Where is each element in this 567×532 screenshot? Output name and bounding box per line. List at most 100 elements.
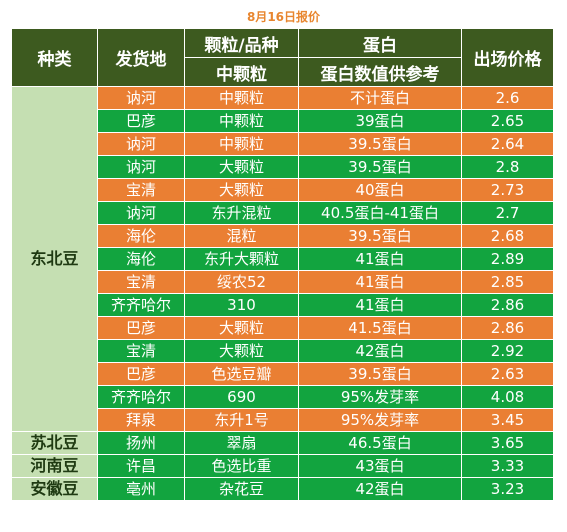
price-cell: 2.73 — [461, 178, 554, 202]
origin-cell: 海伦 — [97, 224, 185, 248]
grain-cell: 大颗粒 — [184, 155, 299, 179]
grain-cell: 东升1号 — [184, 408, 299, 432]
page-caption: 8月16日报价 — [246, 10, 321, 24]
table-row: 拜泉 东升1号 95%发芽率 3.45 — [12, 408, 554, 432]
protein-cell: 41蛋白 — [298, 247, 462, 271]
header-price: 出场价格 — [461, 28, 554, 87]
grain-cell: 混粒 — [184, 224, 299, 248]
price-cell: 3.23 — [461, 477, 554, 501]
protein-cell: 39.5蛋白 — [298, 362, 462, 386]
origin-cell: 宝清 — [97, 339, 185, 363]
origin-cell: 讷河 — [97, 201, 185, 225]
protein-cell: 40.5蛋白-41蛋白 — [298, 201, 462, 225]
header-protein-top: 蛋白 — [298, 28, 462, 58]
price-cell: 2.65 — [461, 109, 554, 133]
protein-cell: 95%发芽率 — [298, 408, 462, 432]
origin-cell: 讷河 — [97, 155, 185, 179]
price-cell: 3.45 — [461, 408, 554, 432]
origin-cell: 巴彦 — [97, 109, 185, 133]
protein-cell: 95%发芽率 — [298, 385, 462, 409]
grain-cell: 310 — [184, 293, 299, 317]
origin-cell: 齐齐哈尔 — [97, 385, 185, 409]
price-cell: 2.86 — [461, 316, 554, 340]
table-body: 东北豆 讷河 中颗粒 不计蛋白 2.6 巴彦 中颗粒 39蛋白 2.65 讷河 中颗粒 39.5蛋白 2… — [11, 86, 554, 501]
price-cell: 2.68 — [461, 224, 554, 248]
origin-cell: 讷河 — [97, 132, 185, 156]
table-row: 苏北豆 扬州 翠扇 46.5蛋白 3.65 — [11, 431, 554, 455]
header-grain-top: 颗粒/品种 — [184, 28, 299, 58]
protein-cell: 41蛋白 — [298, 293, 462, 317]
origin-cell: 海伦 — [97, 247, 185, 271]
table-row: 东北豆 讷河 中颗粒 不计蛋白 2.6 — [11, 86, 554, 432]
table-row: 巴彦 大颗粒 41.5蛋白 2.86 — [12, 316, 554, 340]
protein-cell: 39.5蛋白 — [298, 155, 462, 179]
category-cell: 苏北豆 — [11, 431, 98, 455]
price-cell: 2.89 — [461, 247, 554, 271]
origin-cell: 巴彦 — [97, 362, 185, 386]
grain-cell: 大颗粒 — [184, 339, 299, 363]
table-row: 宝清 绥农52 41蛋白 2.85 — [12, 270, 554, 294]
header-category: 种类 — [11, 28, 98, 87]
protein-cell: 39.5蛋白 — [298, 224, 462, 248]
protein-cell: 不计蛋白 — [298, 86, 462, 110]
grain-cell: 东升大颗粒 — [184, 247, 299, 271]
grain-cell: 杂花豆 — [184, 477, 299, 501]
price-cell: 2.7 — [461, 201, 554, 225]
header-protein-bottom: 蛋白数值供参考 — [298, 57, 462, 87]
origin-cell: 许昌 — [97, 454, 185, 478]
grain-cell: 大颗粒 — [184, 178, 299, 202]
grain-cell: 中颗粒 — [184, 109, 299, 133]
protein-cell: 39蛋白 — [298, 109, 462, 133]
grain-cell: 绥农52 — [184, 270, 299, 294]
origin-cell: 扬州 — [97, 431, 185, 455]
table-row: 巴彦 色选豆瓣 39.5蛋白 2.63 — [12, 362, 554, 386]
protein-cell: 43蛋白 — [298, 454, 462, 478]
table-header: 种类 发货地 颗粒/品种 蛋白 出场价格 中颗粒 蛋白数值供参考 — [11, 28, 554, 87]
table-row: 海伦 东升大颗粒 41蛋白 2.89 — [12, 247, 554, 271]
price-table: 种类 发货地 颗粒/品种 蛋白 出场价格 中颗粒 蛋白数值供参考 东北豆 讷河 中颗… — [11, 28, 554, 501]
protein-cell: 42蛋白 — [298, 339, 462, 363]
category-cell: 安徽豆 — [11, 477, 98, 501]
origin-cell: 亳州 — [97, 477, 185, 501]
grain-cell: 中颗粒 — [184, 132, 299, 156]
protein-cell: 41.5蛋白 — [298, 316, 462, 340]
origin-cell: 宝清 — [97, 178, 185, 202]
grain-cell: 中颗粒 — [184, 86, 299, 110]
grain-cell: 690 — [184, 385, 299, 409]
table-row: 讷河 大颗粒 39.5蛋白 2.8 — [12, 155, 554, 179]
protein-cell: 42蛋白 — [298, 477, 462, 501]
category-cell: 东北豆 — [11, 86, 98, 432]
table-row: 海伦 混粒 39.5蛋白 2.68 — [12, 224, 554, 248]
origin-cell: 齐齐哈尔 — [97, 293, 185, 317]
protein-cell: 46.5蛋白 — [298, 431, 462, 455]
grain-cell: 色选比重 — [184, 454, 299, 478]
price-cell: 2.85 — [461, 270, 554, 294]
protein-cell: 39.5蛋白 — [298, 132, 462, 156]
price-cell: 3.33 — [461, 454, 554, 478]
origin-cell: 宝清 — [97, 270, 185, 294]
table-row: 宝清 大颗粒 40蛋白 2.73 — [12, 178, 554, 202]
price-cell: 2.6 — [461, 86, 554, 110]
header-origin: 发货地 — [97, 28, 185, 87]
origin-cell: 拜泉 — [97, 408, 185, 432]
table-row: 齐齐哈尔 690 95%发芽率 4.08 — [12, 385, 554, 409]
grain-cell: 东升混粒 — [184, 201, 299, 225]
origin-cell: 巴彦 — [97, 316, 185, 340]
grain-cell: 翠扇 — [184, 431, 299, 455]
price-cell: 2.64 — [461, 132, 554, 156]
table-row: 巴彦 中颗粒 39蛋白 2.65 — [12, 109, 554, 133]
table-row: 宝清 大颗粒 42蛋白 2.92 — [12, 339, 554, 363]
price-cell: 2.92 — [461, 339, 554, 363]
grain-cell: 色选豆瓣 — [184, 362, 299, 386]
protein-cell: 41蛋白 — [298, 270, 462, 294]
category-cell: 河南豆 — [11, 454, 98, 478]
price-cell: 2.86 — [461, 293, 554, 317]
price-cell: 3.65 — [461, 431, 554, 455]
price-cell: 2.8 — [461, 155, 554, 179]
table-row: 讷河 东升混粒 40.5蛋白-41蛋白 2.7 — [12, 201, 554, 225]
price-cell: 2.63 — [461, 362, 554, 386]
grain-cell: 大颗粒 — [184, 316, 299, 340]
protein-cell: 40蛋白 — [298, 178, 462, 202]
origin-cell: 讷河 — [97, 86, 185, 110]
header-grain-bottom: 中颗粒 — [184, 57, 299, 87]
